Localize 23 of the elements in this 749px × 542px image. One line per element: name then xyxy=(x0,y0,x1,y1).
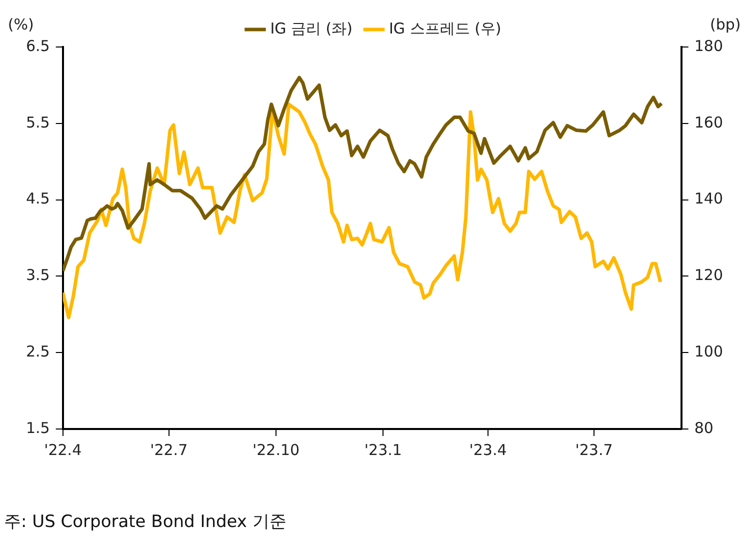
x-tick-label: '23.1 xyxy=(364,440,402,459)
y2-tick-label: 80 xyxy=(694,418,714,437)
legend-label: IG 금리 (좌) xyxy=(270,19,353,38)
y-tick-label: 4.5 xyxy=(26,190,50,208)
y-axis-title: (%) xyxy=(8,15,34,34)
y-tick-label: 3.5 xyxy=(26,266,50,284)
legend-label: IG 스프레드 (우) xyxy=(389,19,502,38)
y2-tick-label: 100 xyxy=(694,342,724,360)
x-tick-label: '23.4 xyxy=(469,440,507,459)
y2-axis-title: (bp) xyxy=(710,15,741,34)
y-tick-label: 1.5 xyxy=(26,418,50,437)
y2-tick-label: 160 xyxy=(694,113,724,132)
y2-tick-label: 140 xyxy=(694,190,724,208)
y2-tick-label: 180 xyxy=(694,36,724,55)
x-tick-label: '22.4 xyxy=(44,440,82,459)
x-tick-label: '23.7 xyxy=(575,440,613,459)
x-tick-label: '22.10 xyxy=(252,440,300,459)
y-tick-label: 6.5 xyxy=(26,36,50,55)
x-tick-label: '22.7 xyxy=(150,440,188,459)
y2-tick-label: 120 xyxy=(694,266,724,284)
text: 주: US Corporate Bond Index 기준 xyxy=(4,511,286,533)
y-tick-label: 5.5 xyxy=(26,113,50,132)
y-tick-label: 2.5 xyxy=(26,342,50,360)
